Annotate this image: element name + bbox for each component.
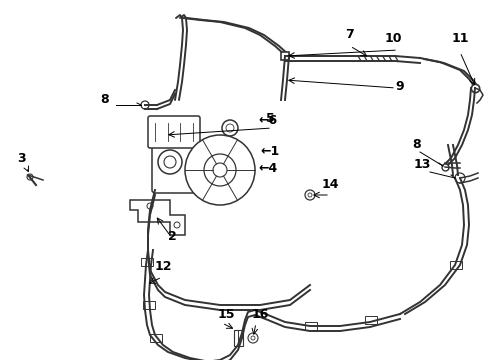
Text: 5: 5 bbox=[265, 112, 274, 125]
Circle shape bbox=[250, 336, 254, 340]
FancyBboxPatch shape bbox=[148, 116, 200, 148]
Circle shape bbox=[213, 163, 226, 177]
Text: 16: 16 bbox=[251, 308, 269, 321]
Circle shape bbox=[184, 135, 254, 205]
Circle shape bbox=[307, 193, 311, 197]
Text: 15: 15 bbox=[218, 308, 235, 321]
Circle shape bbox=[163, 156, 176, 168]
Bar bbox=[449, 261, 461, 269]
Circle shape bbox=[203, 154, 236, 186]
Text: 8: 8 bbox=[411, 138, 420, 151]
FancyBboxPatch shape bbox=[152, 142, 218, 193]
Bar bbox=[305, 322, 316, 330]
Text: 13: 13 bbox=[413, 158, 430, 171]
Text: 9: 9 bbox=[394, 80, 403, 93]
Circle shape bbox=[222, 120, 238, 136]
Text: ←6: ←6 bbox=[258, 114, 277, 127]
Circle shape bbox=[225, 124, 234, 132]
Text: 8: 8 bbox=[100, 93, 108, 106]
Circle shape bbox=[247, 333, 258, 343]
Bar bbox=[234, 330, 243, 346]
Text: 10: 10 bbox=[384, 32, 402, 45]
Bar bbox=[142, 301, 155, 309]
Bar bbox=[364, 316, 376, 324]
Text: 7: 7 bbox=[345, 28, 353, 41]
Circle shape bbox=[147, 203, 153, 209]
Circle shape bbox=[174, 222, 180, 228]
Bar bbox=[141, 258, 153, 266]
Text: 2: 2 bbox=[168, 230, 176, 243]
Text: 12: 12 bbox=[155, 260, 172, 273]
Circle shape bbox=[454, 173, 464, 183]
Circle shape bbox=[141, 101, 149, 109]
Text: 11: 11 bbox=[451, 32, 468, 45]
Text: ←4: ←4 bbox=[258, 162, 277, 175]
Text: 14: 14 bbox=[321, 178, 339, 191]
Text: ←1: ←1 bbox=[260, 145, 279, 158]
Text: 3: 3 bbox=[18, 152, 28, 171]
Bar bbox=[150, 334, 162, 342]
Circle shape bbox=[158, 150, 182, 174]
Circle shape bbox=[27, 174, 33, 180]
Circle shape bbox=[305, 190, 314, 200]
